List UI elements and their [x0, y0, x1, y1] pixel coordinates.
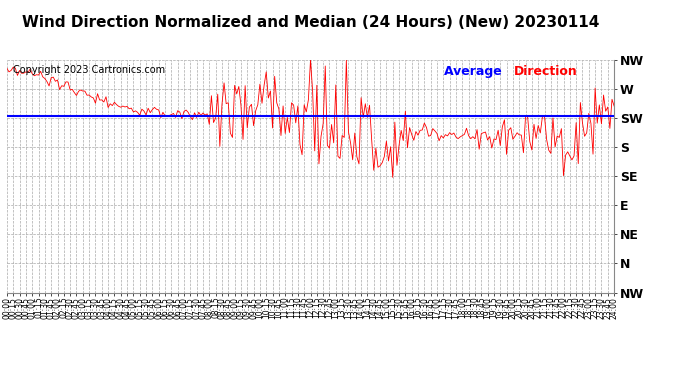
Text: Average: Average: [444, 64, 506, 78]
Text: Wind Direction Normalized and Median (24 Hours) (New) 20230114: Wind Direction Normalized and Median (24…: [22, 15, 599, 30]
Text: Direction: Direction: [514, 64, 578, 78]
Text: Copyright 2023 Cartronics.com: Copyright 2023 Cartronics.com: [13, 64, 165, 75]
